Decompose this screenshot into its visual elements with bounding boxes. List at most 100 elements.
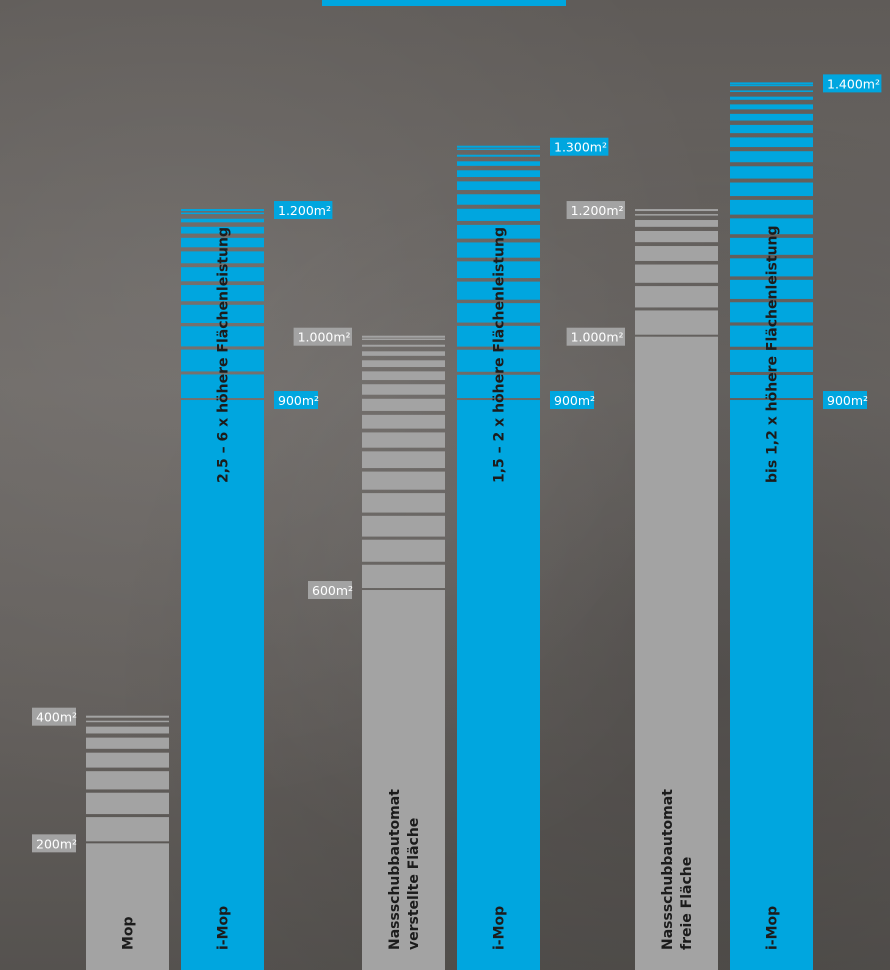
value-label-solid-text: 900m² xyxy=(554,393,595,408)
bar-stripe xyxy=(457,170,540,178)
bar-stripe xyxy=(362,414,445,429)
bar-stripe xyxy=(181,285,264,302)
bar-stripe xyxy=(457,303,540,323)
bar-stripe xyxy=(362,432,445,448)
bar-stripe xyxy=(457,349,540,372)
bar-2: i-Mop 2,5 – 6 x höhere Flächenleistung xyxy=(181,209,264,970)
bar-stripe xyxy=(457,374,540,399)
bar-stripe xyxy=(730,349,813,372)
bar-stripe xyxy=(457,194,540,205)
value-label-solid-bg xyxy=(550,391,594,410)
bar-stripe xyxy=(181,326,264,347)
bar-stripe xyxy=(86,726,169,734)
bar-stripe xyxy=(181,226,264,234)
bar-stripe xyxy=(181,212,264,215)
bar-stripe xyxy=(730,199,813,215)
value-label-max-text: 400m² xyxy=(36,710,77,725)
value-label-max: 1.300m² xyxy=(550,137,609,156)
value-label-max: 1.400m² xyxy=(823,74,882,93)
category-label: freie Fläche xyxy=(679,857,695,950)
bar-stripe xyxy=(457,148,540,151)
category-label: Mop xyxy=(121,916,137,950)
bar-stripe xyxy=(457,181,540,191)
bar-solid xyxy=(362,590,445,970)
value-label-solid-text: 900m² xyxy=(278,393,319,408)
bar-stripe xyxy=(635,230,718,243)
value-label-solid-bg xyxy=(823,391,867,410)
value-label-max-bg xyxy=(293,327,352,346)
bar-stripe xyxy=(181,237,264,248)
bar-stripe xyxy=(730,302,813,323)
bar-stripe xyxy=(635,220,718,227)
bar-stripe xyxy=(86,817,169,842)
bar-stripe xyxy=(181,251,264,264)
value-label-solid-text: 200m² xyxy=(36,836,77,851)
value-label-solid-bg xyxy=(32,834,76,853)
bar-stripe xyxy=(181,218,264,223)
value-label-solid-bg xyxy=(566,327,625,346)
category-label: verstellte Fläche xyxy=(406,818,422,950)
bar-stripe xyxy=(730,151,813,163)
value-label-solid-text: 600m² xyxy=(312,583,353,598)
value-label-max: 400m² xyxy=(32,707,77,726)
bar-stripe xyxy=(362,493,445,513)
category-label: Nassschubbautomat xyxy=(387,789,403,950)
value-label-max-bg xyxy=(823,74,882,93)
bar-max-line xyxy=(362,335,445,338)
bar-stripe xyxy=(730,279,813,299)
bar-stripe xyxy=(730,137,813,148)
bar-stripe xyxy=(86,752,169,768)
category-label: i-Mop xyxy=(492,906,508,950)
value-label-max-bg xyxy=(274,201,333,220)
bar-stripe xyxy=(362,471,445,490)
bar-solid xyxy=(635,336,718,970)
bar-stripe xyxy=(362,451,445,469)
range-label: 2,5 – 6 x höhere Flächenleistung xyxy=(216,227,232,483)
bar-stripe xyxy=(362,539,445,562)
bar-stripe xyxy=(635,310,718,335)
value-label-solid-text: 900m² xyxy=(827,393,868,408)
bar-stripe xyxy=(181,374,264,399)
bar-stripe xyxy=(635,246,718,261)
bar-stripe xyxy=(362,384,445,395)
bar-stripe xyxy=(457,154,540,157)
bar-stripe xyxy=(635,264,718,283)
category-label: Nassschubbautomat xyxy=(660,789,676,950)
bar-3: Nassschubbautomat verstellte Fläche xyxy=(362,335,445,970)
bar-stripe xyxy=(635,286,718,308)
bar-stripe xyxy=(362,564,445,589)
bar-max-line xyxy=(86,715,169,718)
bar-stripe xyxy=(181,304,264,323)
bar-stripe xyxy=(730,124,813,134)
range-label: bis 1,2 x höhere Flächenleistung xyxy=(765,225,781,483)
bar-stripe xyxy=(730,218,813,235)
value-label-solid: 200m² xyxy=(32,834,77,853)
bar-stripe xyxy=(181,349,264,372)
value-label-solid: 900m² xyxy=(274,391,319,410)
top-accent-strip xyxy=(322,0,566,6)
bar-stripe xyxy=(730,258,813,277)
value-label-max-bg xyxy=(566,201,625,220)
bar-max-line xyxy=(181,209,264,212)
value-label-max: 1.200m² xyxy=(566,201,625,220)
value-label-solid-text: 1.000m² xyxy=(571,330,624,345)
value-label-solid: 900m² xyxy=(823,391,868,410)
value-label-max: 1.200m² xyxy=(274,201,333,220)
bar-solid xyxy=(181,400,264,970)
bar-stripe xyxy=(730,104,813,110)
bar-solid xyxy=(457,400,540,970)
bar-stripe xyxy=(730,113,813,121)
bar-6: i-Mop bis 1,2 x höhere Flächenleistung xyxy=(730,82,813,970)
value-label-max-text: 1.400m² xyxy=(827,76,880,91)
bar-stripe xyxy=(457,281,540,300)
bar-stripe xyxy=(86,771,169,790)
value-label-solid: 900m² xyxy=(550,391,595,410)
value-label-solid-bg xyxy=(308,581,352,600)
value-label-max-text: 1.200m² xyxy=(571,203,624,218)
bar-stripe xyxy=(362,398,445,411)
bar-stripe xyxy=(457,325,540,347)
value-label-solid: 1.000m² xyxy=(566,327,625,346)
bar-stripe xyxy=(181,267,264,282)
value-label-max: 1.000m² xyxy=(293,327,352,346)
bar-stripe xyxy=(362,515,445,537)
